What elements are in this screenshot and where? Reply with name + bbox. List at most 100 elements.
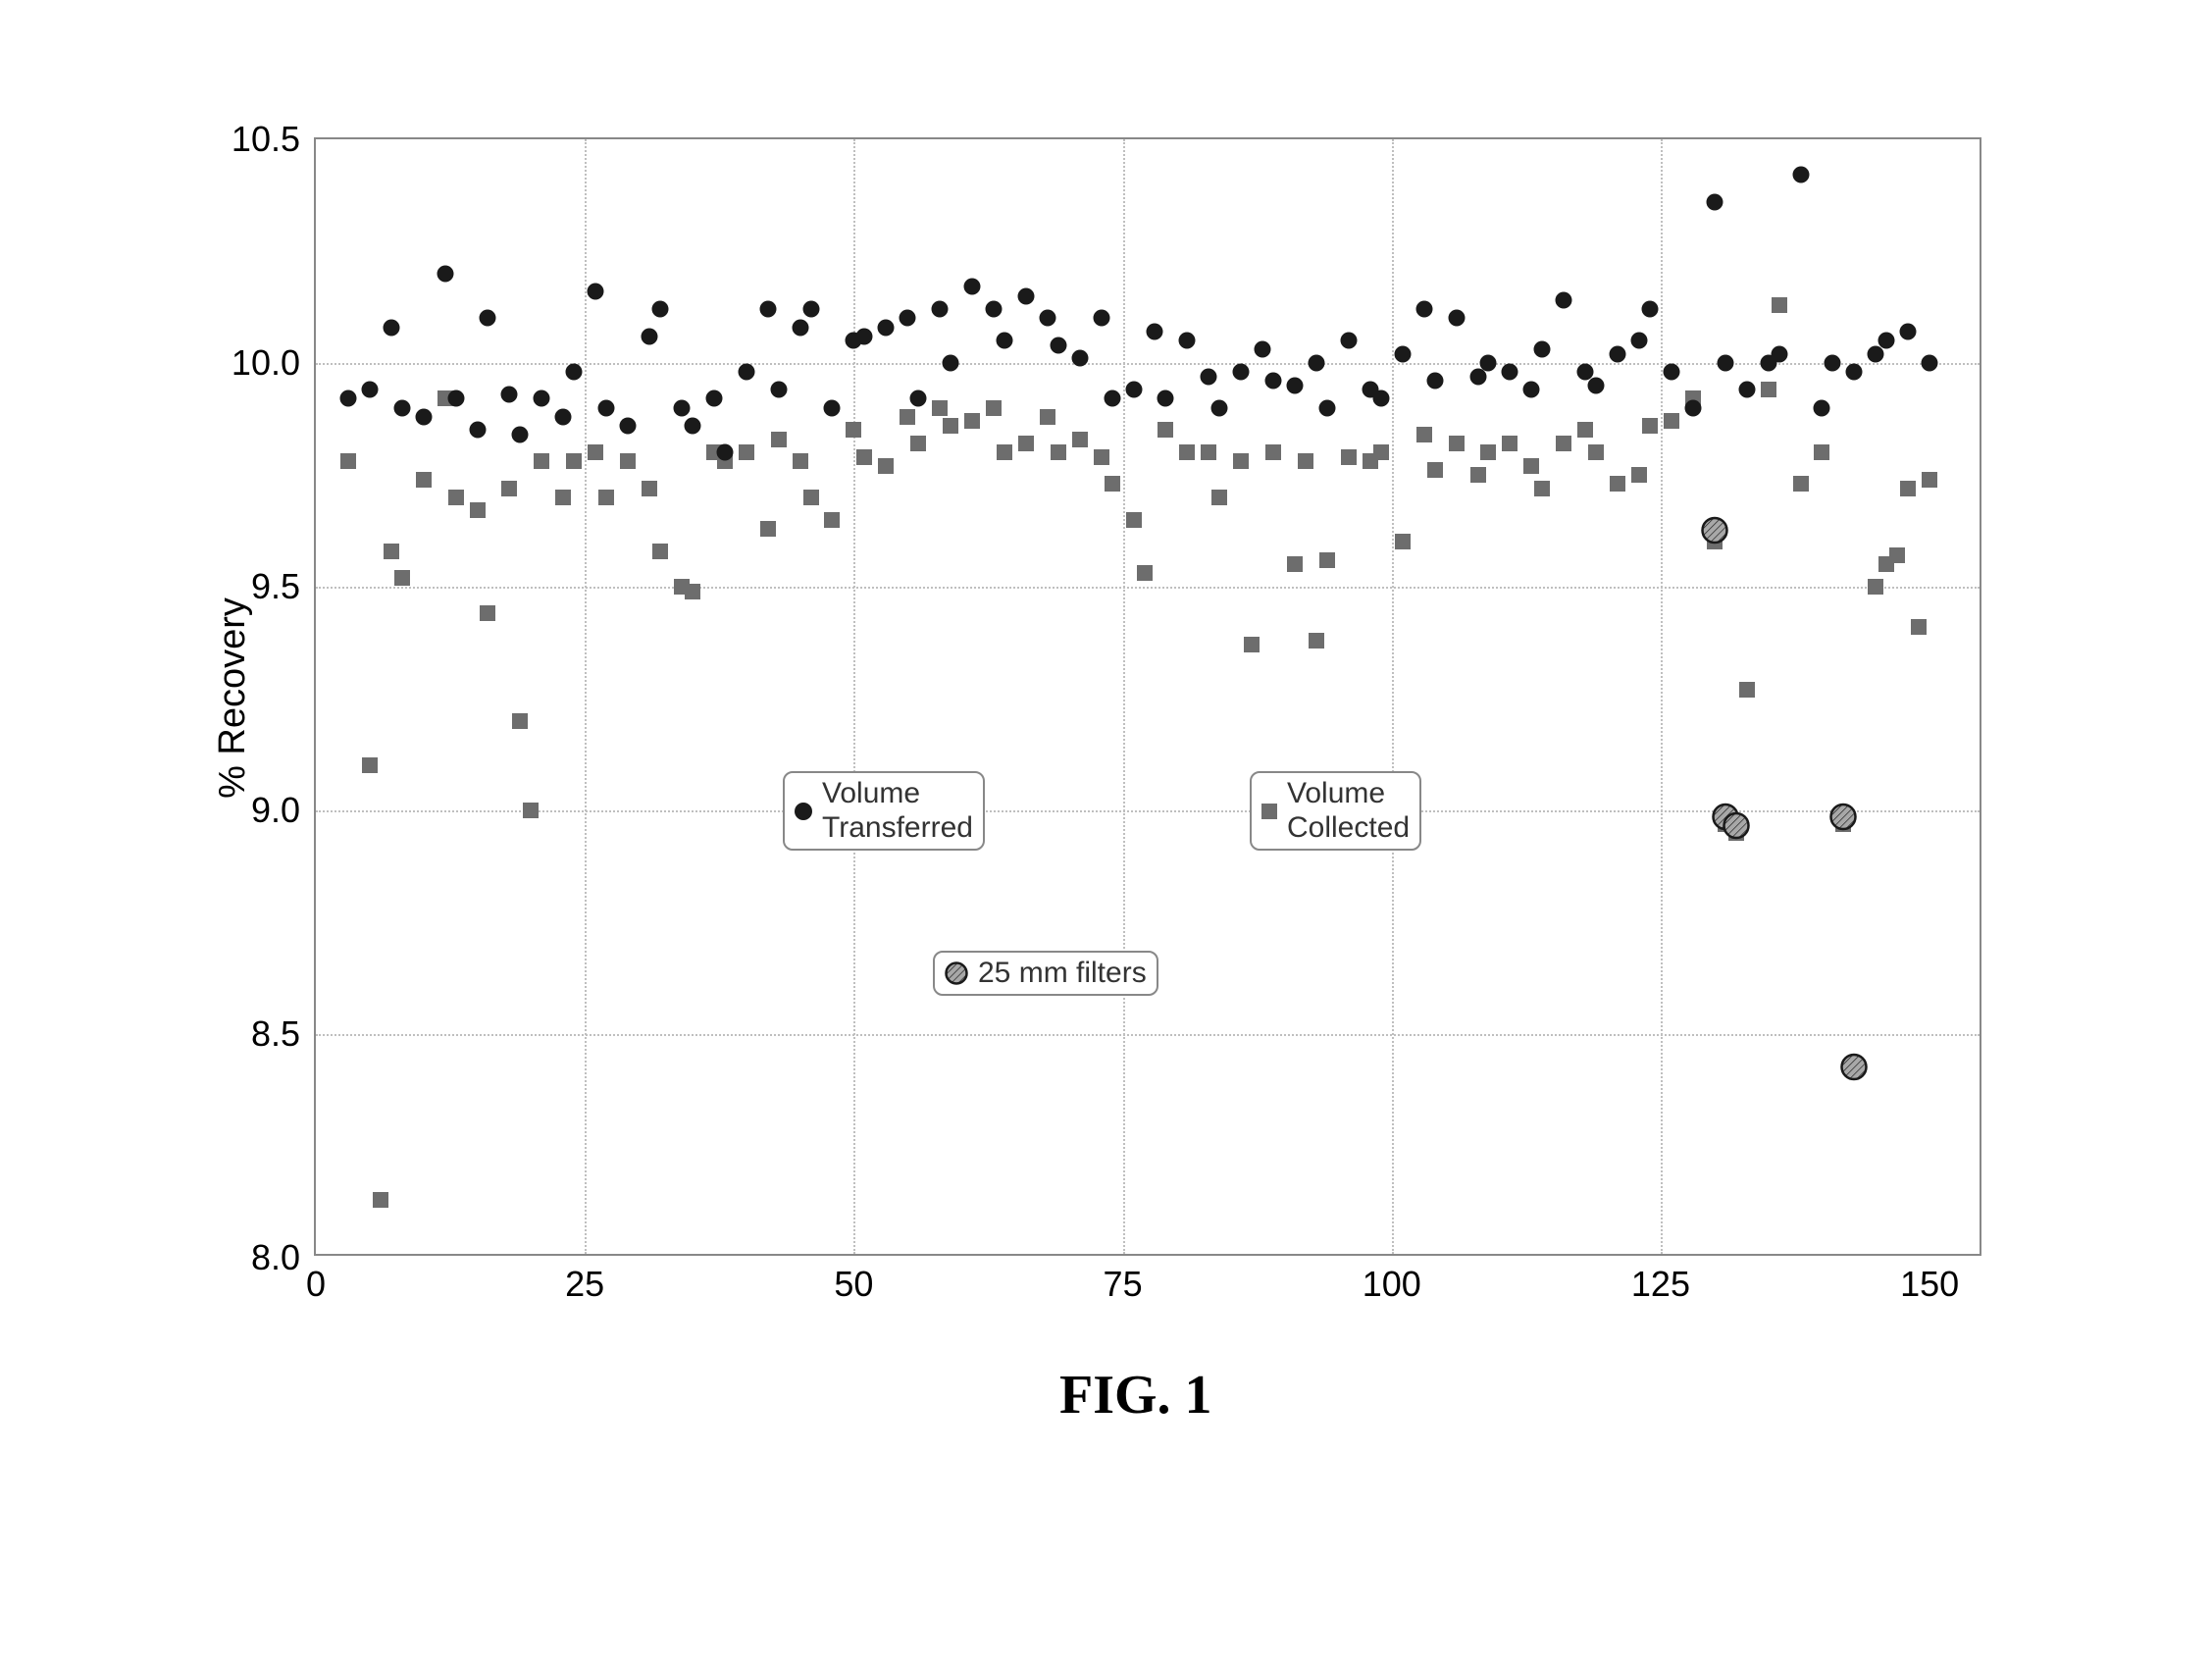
x-tick-label: 100 bbox=[1363, 1264, 1421, 1305]
volume-transferred-point bbox=[534, 390, 550, 407]
volume-transferred-point bbox=[1610, 345, 1626, 362]
x-tick-label: 75 bbox=[1104, 1264, 1143, 1305]
volume-transferred-point bbox=[1104, 390, 1120, 407]
volume-collected-point bbox=[362, 757, 378, 773]
volume-transferred-point bbox=[1017, 287, 1034, 304]
volume-collected-point bbox=[1416, 427, 1432, 442]
volume-collected-point bbox=[1502, 436, 1518, 451]
volume-transferred-point bbox=[1717, 355, 1733, 372]
volume-transferred-point bbox=[1318, 399, 1335, 416]
volume-transferred-point bbox=[716, 444, 733, 461]
volume-collected-point bbox=[685, 584, 700, 599]
volume-collected-point bbox=[1889, 547, 1905, 563]
volume-collected-point bbox=[878, 458, 894, 474]
legend-25mm-filters-label: 25 mm filters bbox=[978, 957, 1147, 991]
volume-transferred-point bbox=[1814, 399, 1830, 416]
volume-collected-point bbox=[1470, 467, 1486, 483]
volume-transferred-point bbox=[1663, 364, 1679, 381]
volume-collected-point bbox=[1265, 444, 1281, 460]
volume-collected-point bbox=[1157, 422, 1173, 438]
legend-volume-collected-label: VolumeCollected bbox=[1287, 777, 1410, 845]
volume-transferred-point bbox=[1071, 350, 1088, 367]
volume-transferred-point bbox=[932, 301, 949, 318]
volume-transferred-point bbox=[642, 328, 658, 344]
volume-collected-point bbox=[910, 436, 926, 451]
volume-transferred-point bbox=[469, 422, 486, 439]
x-tick-label: 150 bbox=[1900, 1264, 1959, 1305]
volume-transferred-point bbox=[1448, 310, 1465, 327]
volume-transferred-point bbox=[598, 399, 615, 416]
volume-collected-point bbox=[566, 453, 582, 469]
gridline-v bbox=[585, 139, 587, 1254]
volume-transferred-point bbox=[878, 319, 895, 336]
volume-collected-point bbox=[1427, 462, 1443, 478]
hatched-circle-icon bbox=[945, 961, 968, 985]
volume-transferred-point bbox=[620, 417, 637, 434]
gridline-v bbox=[1123, 139, 1125, 1254]
volume-transferred-point bbox=[1372, 390, 1389, 407]
volume-collected-point bbox=[793, 453, 808, 469]
volume-transferred-point bbox=[1900, 324, 1917, 340]
volume-transferred-point bbox=[1588, 377, 1605, 393]
volume-collected-point bbox=[1556, 436, 1571, 451]
x-tick-label: 0 bbox=[306, 1264, 326, 1305]
volume-collected-point bbox=[620, 453, 636, 469]
volume-transferred-point bbox=[792, 319, 808, 336]
volume-transferred-point bbox=[1469, 368, 1486, 385]
volume-collected-point bbox=[1211, 490, 1227, 505]
volume-collected-point bbox=[1126, 512, 1142, 528]
volume-collected-point bbox=[1642, 418, 1658, 434]
volume-transferred-point bbox=[1211, 399, 1228, 416]
volume-collected-point bbox=[394, 570, 410, 586]
volume-transferred-point bbox=[770, 382, 787, 398]
filters-25mm-point bbox=[1723, 812, 1750, 845]
volume-collected-point bbox=[1534, 481, 1550, 496]
gridline-v bbox=[1392, 139, 1394, 1254]
volume-collected-point bbox=[1922, 472, 1937, 488]
volume-collected-point bbox=[1793, 476, 1809, 492]
volume-transferred-point bbox=[705, 390, 722, 407]
plot-area: 8.08.59.09.510.010.50255075100125150 Vol… bbox=[314, 137, 1981, 1256]
volume-collected-point bbox=[1739, 682, 1755, 698]
volume-collected-point bbox=[1233, 453, 1249, 469]
volume-collected-point bbox=[1309, 633, 1324, 649]
volume-collected-point bbox=[943, 418, 958, 434]
volume-transferred-point bbox=[1287, 377, 1304, 393]
gridline-h bbox=[316, 1034, 1980, 1036]
volume-collected-point bbox=[652, 544, 668, 559]
volume-transferred-point bbox=[1706, 193, 1723, 210]
volume-collected-point bbox=[803, 490, 819, 505]
volume-collected-point bbox=[771, 432, 787, 447]
volume-collected-point bbox=[1051, 444, 1066, 460]
volume-transferred-point bbox=[1039, 310, 1055, 327]
volume-transferred-point bbox=[910, 390, 927, 407]
volume-collected-point bbox=[1664, 413, 1679, 429]
volume-transferred-point bbox=[1556, 292, 1572, 309]
x-tick-label: 125 bbox=[1631, 1264, 1690, 1305]
volume-collected-point bbox=[1449, 436, 1465, 451]
volume-transferred-point bbox=[802, 301, 819, 318]
volume-transferred-point bbox=[1309, 355, 1325, 372]
figure-caption: FIG. 1 bbox=[1059, 1364, 1212, 1427]
volume-collected-point bbox=[1610, 476, 1625, 492]
filters-25mm-point bbox=[1840, 1054, 1868, 1086]
volume-collected-point bbox=[1201, 444, 1216, 460]
volume-collected-point bbox=[1631, 467, 1647, 483]
gridline-v bbox=[853, 139, 855, 1254]
volume-collected-point bbox=[1395, 534, 1411, 549]
volume-transferred-point bbox=[437, 265, 453, 282]
volume-transferred-point bbox=[566, 364, 583, 381]
volume-transferred-point bbox=[393, 399, 410, 416]
volume-transferred-point bbox=[1147, 324, 1163, 340]
volume-collected-point bbox=[1094, 449, 1109, 465]
volume-collected-point bbox=[1072, 432, 1088, 447]
volume-collected-point bbox=[1018, 436, 1034, 451]
y-tick-label: 10.0 bbox=[231, 342, 300, 384]
volume-transferred-point bbox=[383, 319, 399, 336]
volume-collected-point bbox=[1588, 444, 1604, 460]
volume-transferred-point bbox=[1201, 368, 1217, 385]
volume-collected-point bbox=[1137, 565, 1153, 581]
volume-collected-point bbox=[598, 490, 614, 505]
volume-transferred-point bbox=[1642, 301, 1659, 318]
volume-collected-point bbox=[448, 490, 464, 505]
